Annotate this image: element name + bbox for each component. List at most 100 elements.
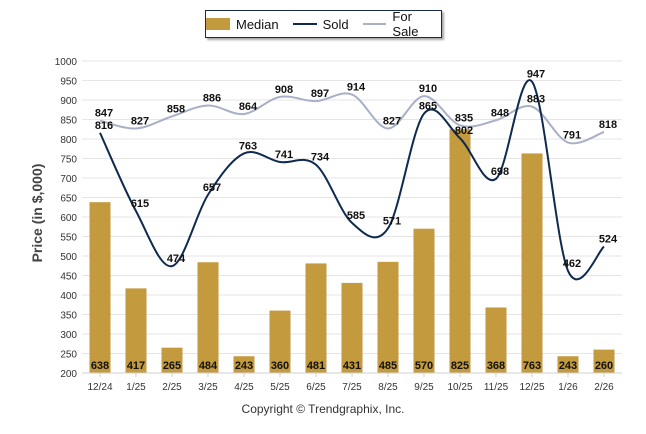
for-sale-swatch-icon [362, 23, 387, 25]
for-sale-data-label: 827 [131, 115, 149, 127]
median-bar-label: 243 [235, 360, 253, 372]
sold-data-label: 741 [275, 149, 293, 161]
legend-item-sold[interactable]: Sold [292, 16, 349, 32]
median-bar-label: 825 [451, 360, 469, 372]
y-axis-label: Price (in $,000) [29, 163, 45, 263]
sold-data-label: 947 [527, 69, 545, 81]
median-bar [413, 228, 435, 373]
y-tick-label: 850 [60, 116, 77, 127]
median-bar-label: 638 [91, 360, 109, 372]
median-bar-label: 763 [523, 360, 541, 372]
x-tick-label: 5/25 [270, 382, 290, 393]
y-tick-label: 900 [60, 96, 77, 107]
y-axis-ticks: 200 250 300 350 400 450 500 550 600 650 700 750 800 8… [55, 57, 78, 380]
y-tick-label: 600 [60, 213, 77, 224]
median-bar-label: 570 [415, 360, 433, 372]
median-bar [449, 129, 471, 373]
median-swatch-icon [206, 18, 230, 30]
legend-label-for-sale: For Sale [392, 9, 419, 39]
x-tick-label: 12/25 [519, 382, 544, 393]
for-sale-data-label: 914 [347, 82, 366, 94]
legend-label-sold: Sold [322, 16, 349, 32]
median-bar [521, 153, 543, 373]
for-sale-data-label: 791 [563, 130, 581, 142]
x-tick-label: 10/25 [447, 382, 472, 393]
x-axis-ticks: 12/24 1/25 2/25 3/25 4/25 5/25 6/25 7/25 8/25 9/2… [82, 372, 622, 393]
median-bar [161, 347, 183, 373]
copyright-footer: Copyright © Trendgraphix, Inc. [241, 402, 405, 416]
x-tick-label: 2/25 [162, 382, 182, 393]
median-bar [305, 263, 327, 373]
legend: Median Sold For Sale [205, 9, 442, 39]
x-tick-label: 1/26 [558, 382, 578, 393]
for-sale-data-label: 835 [455, 112, 473, 124]
for-sale-data-label: 818 [599, 119, 617, 131]
x-tick-label: 12/24 [87, 382, 112, 393]
sold-data-label: 571 [383, 215, 401, 227]
for-sale-data-label: 883 [527, 94, 545, 106]
for-sale-data-label: 858 [167, 103, 185, 115]
median-bar [269, 310, 291, 373]
median-bar [197, 262, 219, 373]
sold-data-label: 734 [311, 152, 330, 164]
x-tick-label: 8/25 [378, 382, 398, 393]
median-bar [377, 261, 399, 373]
x-tick-label: 11/25 [484, 382, 509, 393]
y-tick-label: 400 [60, 291, 77, 302]
y-tick-label: 650 [60, 194, 77, 205]
median-bar-label: 265 [163, 360, 181, 372]
median-bars [89, 129, 615, 373]
sold-line [99, 79, 605, 281]
median-bar [485, 307, 507, 373]
y-tick-label: 700 [60, 174, 77, 185]
y-tick-label: 950 [60, 77, 77, 88]
median-bar [341, 282, 363, 373]
data-labels: 638 417 265 484 243 360 481 431 485 570 825 368 763 2… [91, 69, 618, 372]
gridlines [82, 60, 622, 374]
sold-data-label: 865 [419, 101, 437, 113]
median-bar-label: 481 [307, 360, 325, 372]
sold-swatch-icon [292, 23, 317, 25]
legend-label-median: Median [236, 16, 279, 32]
series-lines [99, 79, 605, 281]
legend-item-for-sale[interactable]: For Sale [362, 9, 441, 39]
median-bar-label: 484 [199, 360, 218, 372]
median-bar-label: 368 [487, 360, 505, 372]
sold-data-label: 524 [599, 234, 618, 246]
median-bar [593, 349, 615, 373]
for-sale-line [99, 92, 605, 145]
for-sale-data-label: 848 [491, 107, 509, 119]
median-bar [89, 202, 111, 373]
y-tick-label: 450 [60, 272, 77, 283]
for-sale-data-label: 827 [383, 115, 401, 127]
x-tick-label: 6/25 [306, 382, 326, 393]
y-tick-label: 1000 [55, 57, 78, 68]
for-sale-data-label: 864 [239, 101, 258, 113]
median-bar [233, 356, 255, 373]
y-tick-label: 250 [60, 350, 77, 361]
median-bar [125, 288, 147, 373]
sold-data-label: 462 [563, 258, 581, 270]
for-sale-data-label: 886 [203, 92, 221, 104]
for-sale-data-label: 847 [95, 108, 113, 120]
sold-data-label: 802 [455, 125, 473, 137]
median-bar-label: 360 [271, 360, 289, 372]
y-tick-label: 300 [60, 330, 77, 341]
y-tick-label: 800 [60, 135, 77, 146]
x-tick-label: 9/25 [414, 382, 434, 393]
y-tick-label: 350 [60, 311, 77, 322]
median-bar [557, 356, 579, 373]
sold-data-label: 698 [491, 166, 509, 178]
median-bar-label: 417 [127, 360, 145, 372]
x-tick-label: 7/25 [342, 382, 362, 393]
sold-data-label: 474 [167, 253, 186, 265]
legend-item-median[interactable]: Median [206, 17, 279, 32]
y-tick-label: 200 [60, 369, 77, 380]
x-tick-label: 3/25 [198, 382, 218, 393]
for-sale-data-label: 908 [275, 84, 293, 96]
sold-data-label: 763 [239, 140, 257, 152]
sold-data-label: 657 [203, 182, 221, 194]
for-sale-data-label: 910 [419, 83, 437, 95]
median-bar-label: 431 [343, 360, 361, 372]
